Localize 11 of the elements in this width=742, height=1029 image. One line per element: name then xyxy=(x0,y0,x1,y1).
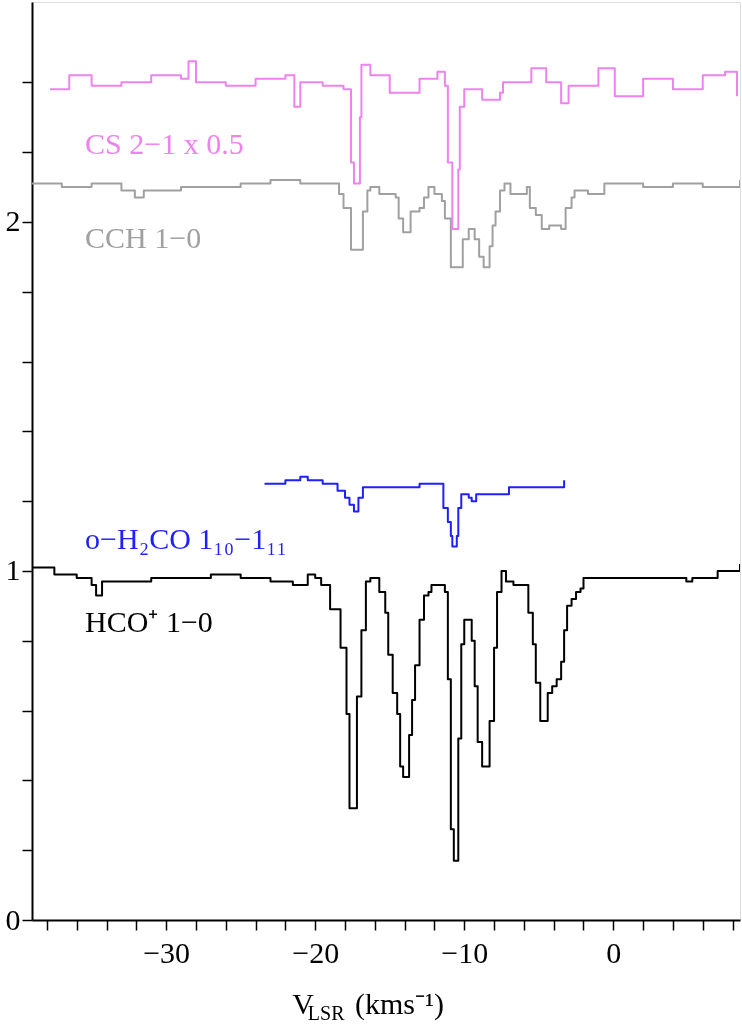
y-tick-label: 2 xyxy=(5,204,21,238)
series-label: CS 2−1 x 0.5 xyxy=(85,127,244,161)
x-tick-label: −30 xyxy=(143,935,191,969)
series-label: HCO⁺ 1−0 xyxy=(85,605,213,639)
x-tick-label: −20 xyxy=(292,935,340,969)
y-tick-label: 1 xyxy=(5,553,21,587)
series-label: CCH 1−0 xyxy=(85,221,202,255)
series-label: o−H₂CO 1₁₀−1₁₁ xyxy=(85,521,288,555)
x-tick-label: −10 xyxy=(441,935,489,969)
y-tick-label: 0 xyxy=(5,902,21,936)
x-tick-label: 0 xyxy=(606,935,622,969)
